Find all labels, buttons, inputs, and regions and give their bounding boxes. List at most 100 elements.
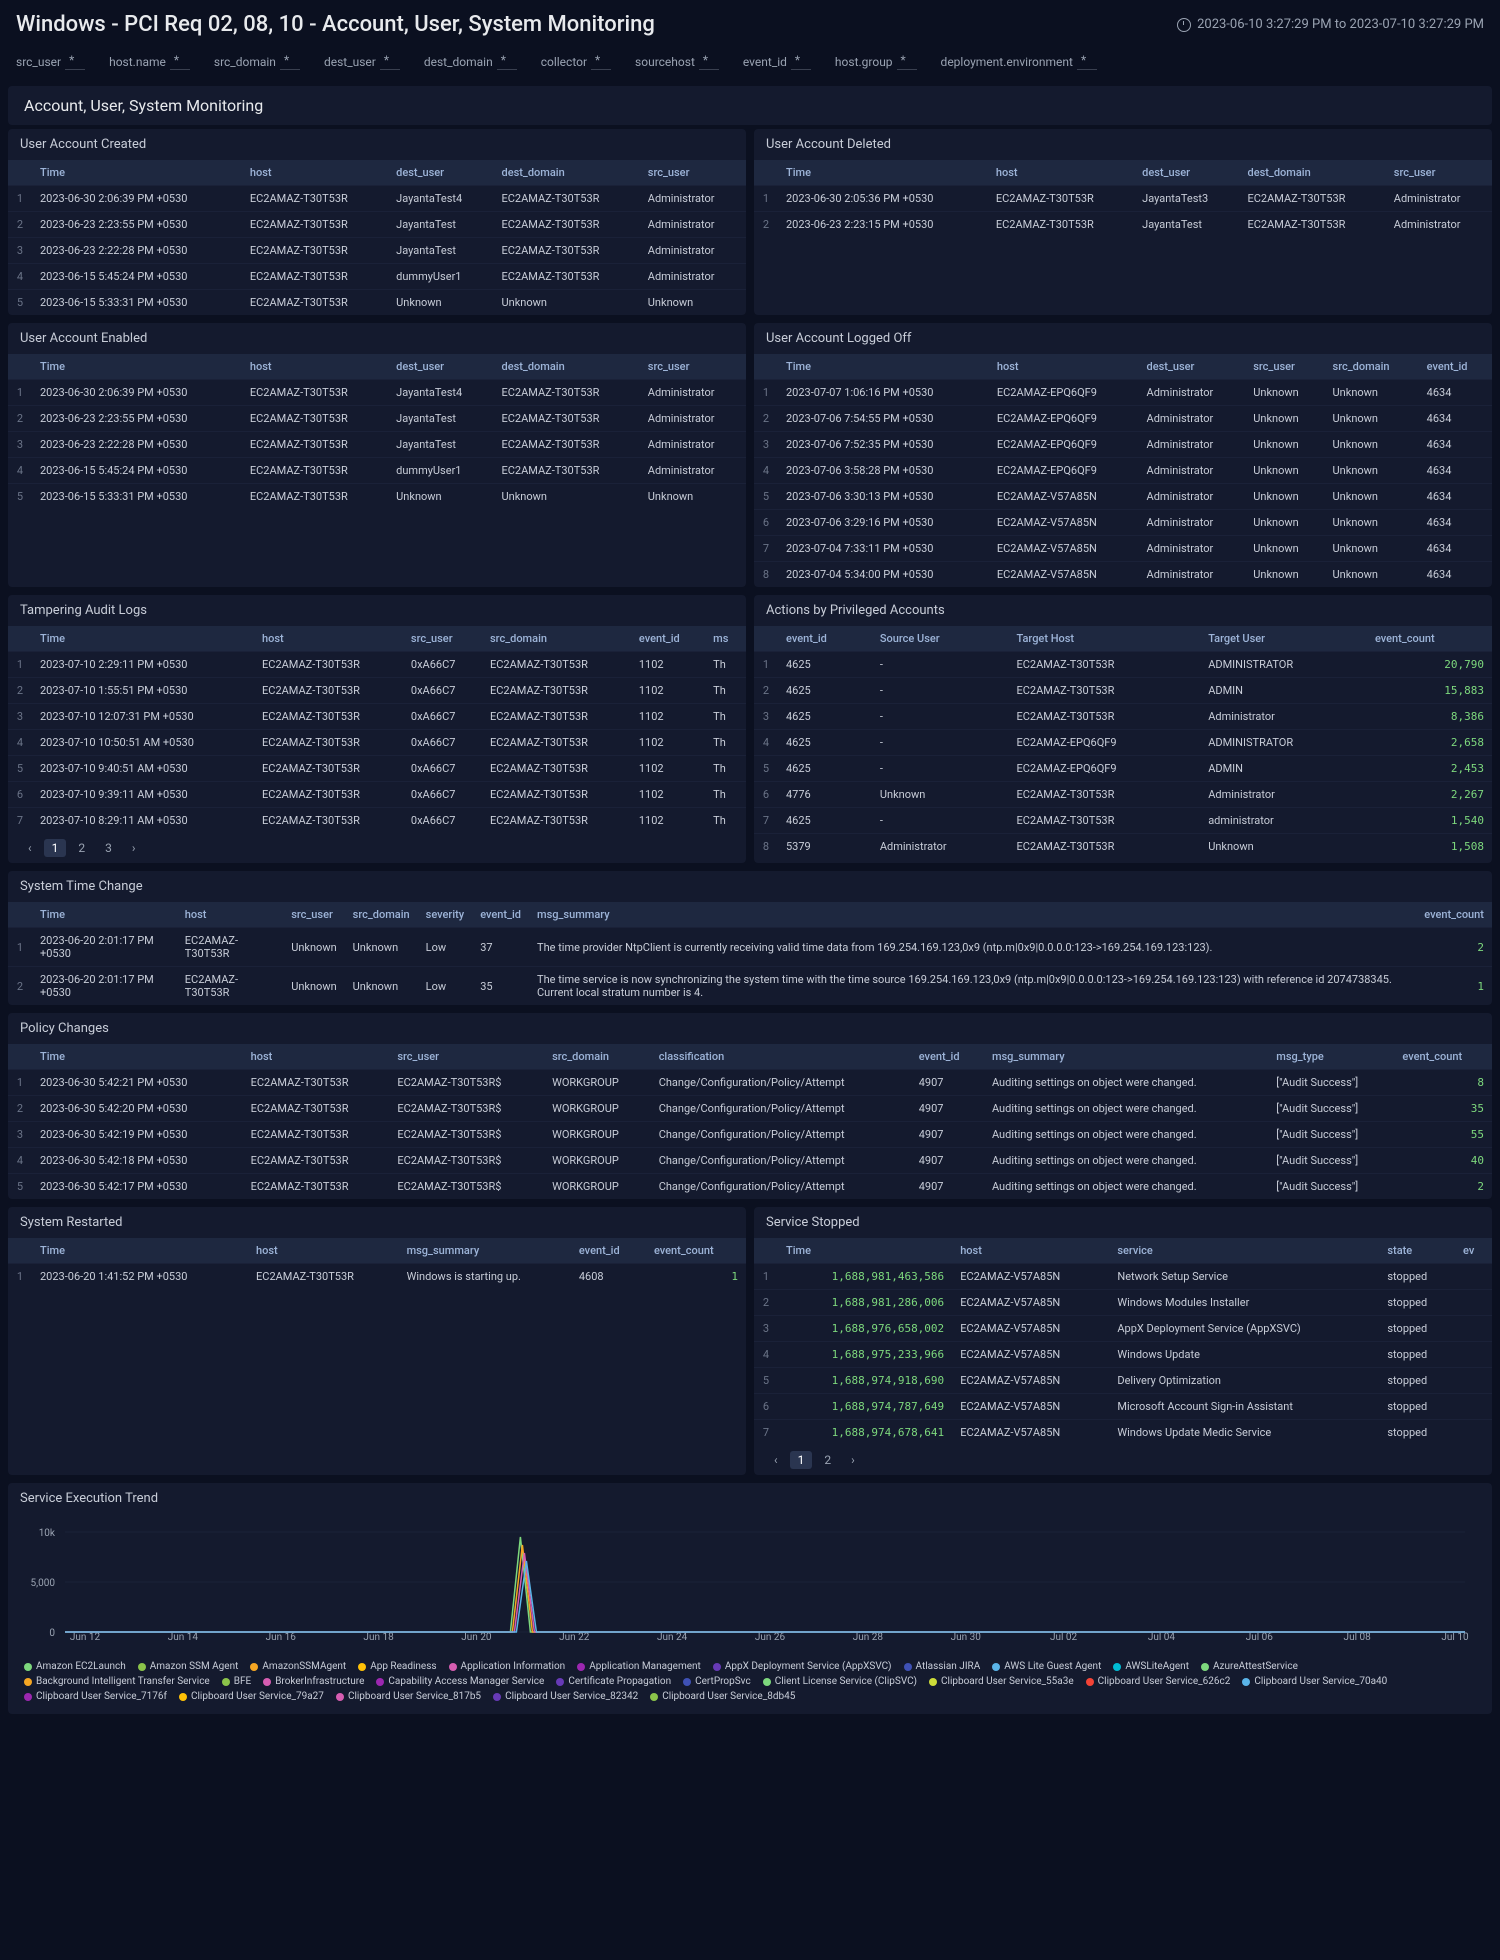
table-row[interactable]: 44625-EC2AMAZ-EPQ6QF9ADMINISTRATOR2,658 xyxy=(754,730,1492,756)
col-header[interactable]: host xyxy=(248,1238,399,1264)
legend-item[interactable]: Clipboard User Service_70a40 xyxy=(1242,1676,1387,1687)
table-row[interactable]: 11,688,981,463,586EC2AMAZ-V57A85NNetwork… xyxy=(754,1264,1492,1290)
col-header[interactable]: event_id xyxy=(472,902,529,928)
col-header[interactable]: dest_domain xyxy=(494,160,640,186)
pager-page[interactable]: 1 xyxy=(790,1451,813,1469)
table-row[interactable]: 42023-06-30 5:42:18 PM +0530EC2AMAZ-T30T… xyxy=(8,1148,1492,1174)
col-header[interactable]: msg_summary xyxy=(984,1044,1268,1070)
filter-src_domain[interactable]: src_domain* xyxy=(214,53,300,70)
col-header[interactable]: Source User xyxy=(872,626,1009,652)
table-row[interactable]: 64776UnknownEC2AMAZ-T30T53RAdministrator… xyxy=(754,782,1492,808)
table-row[interactable]: 32023-06-23 2:22:28 PM +0530EC2AMAZ-T30T… xyxy=(8,238,746,264)
legend-item[interactable]: Amazon SSM Agent xyxy=(138,1661,239,1672)
pager-page[interactable]: 1 xyxy=(44,839,67,857)
table-row[interactable]: 51,688,974,918,690EC2AMAZ-V57A85NDeliver… xyxy=(754,1368,1492,1394)
legend-item[interactable]: AWS Lite Guest Agent xyxy=(992,1661,1101,1672)
col-header[interactable]: event_count xyxy=(1394,1044,1492,1070)
legend-item[interactable]: Application Information xyxy=(449,1661,566,1672)
table-row[interactable]: 12023-06-30 5:42:21 PM +0530EC2AMAZ-T30T… xyxy=(8,1070,1492,1096)
legend-item[interactable]: AppX Deployment Service (AppXSVC) xyxy=(713,1661,892,1672)
table-row[interactable]: 32023-06-23 2:22:28 PM +0530EC2AMAZ-T30T… xyxy=(8,432,746,458)
legend-item[interactable]: Client License Service (ClipSVC) xyxy=(763,1676,917,1687)
col-header[interactable]: src_domain xyxy=(544,1044,651,1070)
legend-item[interactable]: BFE xyxy=(222,1676,251,1687)
col-header[interactable]: src_domain xyxy=(345,902,418,928)
col-header[interactable]: Time xyxy=(32,354,242,380)
legend-item[interactable]: BrokerInfrastructure xyxy=(263,1676,364,1687)
legend-item[interactable]: Application Management xyxy=(577,1661,701,1672)
legend-item[interactable]: AzureAttestService xyxy=(1201,1661,1298,1672)
col-header[interactable]: Time xyxy=(32,902,177,928)
pager-page[interactable]: 2 xyxy=(70,839,93,857)
table-row[interactable]: 31,688,976,658,002EC2AMAZ-V57A85NAppX De… xyxy=(754,1316,1492,1342)
table-row[interactable]: 12023-06-30 2:05:36 PM +0530EC2AMAZ-T30T… xyxy=(754,186,1492,212)
col-header[interactable]: Time xyxy=(778,160,988,186)
col-header[interactable]: src_user xyxy=(403,626,482,652)
table-row[interactable]: 62023-07-06 3:29:16 PM +0530EC2AMAZ-V57A… xyxy=(754,510,1492,536)
table-row[interactable]: 22023-06-30 5:42:20 PM +0530EC2AMAZ-T30T… xyxy=(8,1096,1492,1122)
pager-page[interactable]: 2 xyxy=(816,1451,839,1469)
table-row[interactable]: 22023-06-23 2:23:55 PM +0530EC2AMAZ-T30T… xyxy=(8,406,746,432)
legend-item[interactable]: Clipboard User Service_8db45 xyxy=(650,1691,795,1702)
table-row[interactable]: 12023-06-30 2:06:39 PM +0530EC2AMAZ-T30T… xyxy=(8,186,746,212)
col-header[interactable]: event_id xyxy=(1419,354,1492,380)
col-header[interactable]: event_id xyxy=(778,626,872,652)
legend-item[interactable]: Capability Access Manager Service xyxy=(376,1676,544,1687)
filter-src_user[interactable]: src_user* xyxy=(16,53,85,70)
col-header[interactable]: dest_user xyxy=(388,354,493,380)
pager-next[interactable]: › xyxy=(124,839,144,857)
table-row[interactable]: 12023-07-07 1:06:16 PM +0530EC2AMAZ-EPQ6… xyxy=(754,380,1492,406)
table-row[interactable]: 14625-EC2AMAZ-T30T53RADMINISTRATOR20,790 xyxy=(754,652,1492,678)
table-row[interactable]: 34625-EC2AMAZ-T30T53RAdministrator8,386 xyxy=(754,704,1492,730)
legend-item[interactable]: Clipboard User Service_82342 xyxy=(493,1691,638,1702)
chart-area[interactable]: 10k5,0000Jun 12Jun 14Jun 16Jun 18Jun 20J… xyxy=(8,1514,1492,1661)
col-header[interactable]: Time xyxy=(778,1238,952,1264)
col-header[interactable]: dest_user xyxy=(1139,354,1246,380)
table-row[interactable]: 41,688,975,233,966EC2AMAZ-V57A85NWindows… xyxy=(754,1342,1492,1368)
col-header[interactable]: src_user xyxy=(640,160,746,186)
table-row[interactable]: 54625-EC2AMAZ-EPQ6QF9ADMIN2,453 xyxy=(754,756,1492,782)
col-header[interactable]: Time xyxy=(32,160,242,186)
table-row[interactable]: 12023-06-20 1:41:52 PM +0530EC2AMAZ-T30T… xyxy=(8,1264,746,1290)
table-row[interactable]: 12023-07-10 2:29:11 PM +0530EC2AMAZ-T30T… xyxy=(8,652,746,678)
col-header[interactable]: event_count xyxy=(646,1238,746,1264)
col-header[interactable]: event_id xyxy=(631,626,705,652)
col-header[interactable]: host xyxy=(952,1238,1109,1264)
col-header[interactable]: host xyxy=(988,160,1134,186)
table-row[interactable]: 22023-07-06 7:54:55 PM +0530EC2AMAZ-EPQ6… xyxy=(754,406,1492,432)
table-row[interactable]: 52023-06-15 5:33:31 PM +0530EC2AMAZ-T30T… xyxy=(8,290,746,316)
table-row[interactable]: 42023-07-10 10:50:51 AM +0530EC2AMAZ-T30… xyxy=(8,730,746,756)
table-row[interactable]: 52023-06-15 5:33:31 PM +0530EC2AMAZ-T30T… xyxy=(8,484,746,510)
table-row[interactable]: 12023-06-20 2:01:17 PM +0530EC2AMAZ-T30T… xyxy=(8,928,1492,967)
table-row[interactable]: 12023-06-30 2:06:39 PM +0530EC2AMAZ-T30T… xyxy=(8,380,746,406)
col-header[interactable]: src_domain xyxy=(482,626,631,652)
table-row[interactable]: 24625-EC2AMAZ-T30T53RADMIN15,883 xyxy=(754,678,1492,704)
col-header[interactable]: msg_type xyxy=(1268,1044,1394,1070)
table-row[interactable]: 21,688,981,286,006EC2AMAZ-V57A85NWindows… xyxy=(754,1290,1492,1316)
table-row[interactable]: 52023-07-06 3:30:13 PM +0530EC2AMAZ-V57A… xyxy=(754,484,1492,510)
col-header[interactable]: event_count xyxy=(1416,902,1492,928)
table-row[interactable]: 85379AdministratorEC2AMAZ-T30T53RUnknown… xyxy=(754,834,1492,860)
col-header[interactable]: host xyxy=(989,354,1139,380)
legend-item[interactable]: CertPropSvc xyxy=(683,1676,751,1687)
col-header[interactable]: event_count xyxy=(1367,626,1492,652)
col-header[interactable]: Time xyxy=(32,626,254,652)
time-range-picker[interactable]: 2023-06-10 3:27:29 PM to 2023-07-10 3:27… xyxy=(1177,17,1484,32)
table-row[interactable]: 22023-06-23 2:23:15 PM +0530EC2AMAZ-T30T… xyxy=(754,212,1492,238)
filter-sourcehost[interactable]: sourcehost* xyxy=(635,53,719,70)
col-header[interactable]: host xyxy=(254,626,403,652)
table-row[interactable]: 62023-07-10 9:39:11 AM +0530EC2AMAZ-T30T… xyxy=(8,782,746,808)
col-header[interactable]: host xyxy=(242,160,388,186)
legend-item[interactable]: Clipboard User Service_817b5 xyxy=(336,1691,481,1702)
col-header[interactable]: src_user xyxy=(389,1044,544,1070)
filter-dest_user[interactable]: dest_user* xyxy=(324,53,400,70)
col-header[interactable]: dest_user xyxy=(1134,160,1239,186)
col-header[interactable]: Time xyxy=(32,1044,243,1070)
col-header[interactable]: ev xyxy=(1455,1238,1492,1264)
table-row[interactable]: 52023-07-10 9:40:51 AM +0530EC2AMAZ-T30T… xyxy=(8,756,746,782)
legend-item[interactable]: Clipboard User Service_626c2 xyxy=(1086,1676,1231,1687)
col-header[interactable]: dest_user xyxy=(388,160,493,186)
table-row[interactable]: 32023-07-10 12:07:31 PM +0530EC2AMAZ-T30… xyxy=(8,704,746,730)
col-header[interactable]: msg_summary xyxy=(399,1238,571,1264)
legend-item[interactable]: Certificate Propagation xyxy=(556,1676,671,1687)
